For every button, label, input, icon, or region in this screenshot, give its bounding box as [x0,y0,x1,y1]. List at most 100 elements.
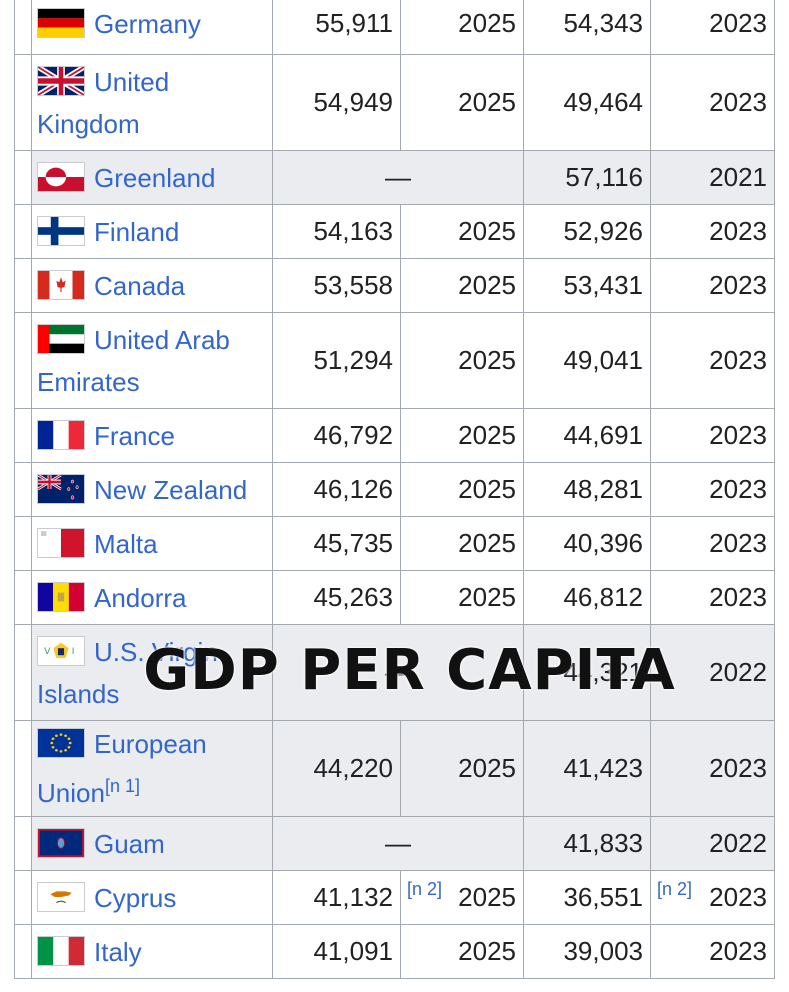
country-cell: Italy [14,924,273,979]
finland-flag-icon [37,215,85,246]
year-text: 2025 [458,270,516,300]
malta-flag-icon [37,527,85,558]
country-link[interactable]: New Zealand [94,474,248,505]
country-cell: V I U.S. Virgin Islands [14,624,273,721]
world-bank-value-cell: 44,321 [523,624,651,721]
year-text: 2025 [458,474,516,504]
country-cell: New Zealand [14,462,273,517]
year-text: 2023 [709,882,767,912]
table-row: V I U.S. Virgin Islands —44,321 2022 [14,624,775,721]
world-bank-year-cell: 2023 [650,258,775,313]
year-text: 2025 [458,420,516,450]
country-link[interactable]: Andorra [94,582,187,613]
imf-value-cell: 44,220 [272,720,401,817]
world-bank-year-cell: 2023 [650,408,775,463]
imf-value-cell: 46,792 [272,408,401,463]
imf-value-cell: 45,263 [272,570,401,625]
world-bank-value-cell: 40,396 [523,516,651,571]
country-link[interactable]: Malta [94,528,158,559]
world-bank-value-cell: 54,343 [523,0,651,55]
imf-value-cell: — [272,816,524,871]
country-link[interactable]: United Kingdom [37,66,170,139]
year-text: 2023 [709,474,767,504]
country-link[interactable]: Guam [94,828,165,859]
european-union-flag-icon [37,728,85,758]
table-row: Cyprus 41,132 [n 2] 2025 36,551 [n 2] 2023 [14,870,775,925]
imf-year-cell: 2025 [400,0,524,55]
uae-flag-icon [37,323,85,354]
year-text: 2023 [709,420,767,450]
imf-value-cell: 51,294 [272,312,401,409]
imf-value-cell: 41,132 [272,870,401,925]
table-row: France 46,792 2025 44,691 2023 [14,408,775,463]
imf-value-cell: 54,949 [272,54,401,151]
world-bank-year-cell: 2023 [650,204,775,259]
country-link[interactable]: European Union [37,729,207,808]
country-link[interactable]: Greenland [94,162,216,193]
country-cell: Andorra [14,570,273,625]
country-cell: Finland [14,204,273,259]
svg-text:I: I [72,647,75,657]
world-bank-year-cell: 2023 [650,54,775,151]
country-link[interactable]: U.S. Virgin Islands [37,636,218,709]
country-link[interactable]: Italy [94,936,142,967]
table-row: Guam —41,833 2022 [14,816,775,871]
country-cell: United Arab Emirates [14,312,273,409]
year-text: 2025 [458,345,516,375]
imf-year-cell: 2025 [400,516,524,571]
world-bank-year-cell: 2023 [650,924,775,979]
year-text: 2025 [458,882,516,912]
country-link[interactable]: United Arab Emirates [37,324,230,397]
world-bank-value-cell: 41,833 [523,816,651,871]
country-link[interactable]: Canada [94,270,186,301]
table-row: Finland 54,163 2025 52,926 2023 [14,204,775,259]
country-link[interactable]: France [94,420,175,451]
world-bank-value-cell: 48,281 [523,462,651,517]
year-text: 2025 [458,753,516,783]
country-cell: Guam [14,816,273,871]
world-bank-value-cell: 39,003 [523,924,651,979]
country-link[interactable]: Cyprus [94,882,177,913]
world-bank-year-cell: [n 2] 2023 [650,870,775,925]
imf-year-cell: 2025 [400,54,524,151]
imf-year-cell: [n 2] 2025 [400,870,524,925]
table-row: United Kingdom 54,949 2025 49,464 2023 [14,54,775,151]
greenland-flag-icon [37,161,85,192]
united-kingdom-flag-icon [37,65,85,96]
year-text: 2023 [709,345,767,375]
footnote-link[interactable]: [n 2] [407,879,443,899]
country-link[interactable]: Finland [94,216,180,247]
world-bank-year-cell: 2022 [650,624,775,721]
world-bank-value-cell: 46,812 [523,570,651,625]
country-cell: United Kingdom [14,54,273,151]
country-cell: Malta [14,516,273,571]
world-bank-value-cell: 49,041 [523,312,651,409]
imf-value-cell: 45,735 [272,516,401,571]
table-row: Greenland —57,116 2021 [14,150,775,205]
world-bank-year-cell: 2023 [650,570,775,625]
table-row: Canada 53,558 2025 53,431 2023 [14,258,775,313]
footnote-link[interactable]: [n 2] [657,879,693,899]
year-text: 2025 [458,528,516,558]
table-row: United Arab Emirates 51,294 2025 49,041 2023 [14,312,775,409]
imf-year-cell: 2025 [400,204,524,259]
imf-value-cell: — [272,624,524,721]
world-bank-year-cell: 2023 [650,462,775,517]
imf-year-cell: 2025 [400,924,524,979]
country-cell: European Union[n 1] [14,720,273,817]
italy-flag-icon [37,935,85,966]
world-bank-value-cell: 36,551 [523,870,651,925]
gdp-per-capita-table: Germany 55,911 2025 54,343 2023 United Kingdo… [14,0,775,979]
footnote-link[interactable]: [n 1] [104,776,140,796]
imf-value-cell: 53,558 [272,258,401,313]
imf-value-cell: — [272,150,524,205]
year-text: 2023 [709,216,767,246]
world-bank-value-cell: 41,423 [523,720,651,817]
cyprus-flag-icon [37,881,85,912]
year-text: 2025 [458,216,516,246]
year-text: 2025 [458,582,516,612]
year-text: 2025 [458,8,516,38]
france-flag-icon [37,419,85,450]
country-link[interactable]: Germany [94,8,201,39]
